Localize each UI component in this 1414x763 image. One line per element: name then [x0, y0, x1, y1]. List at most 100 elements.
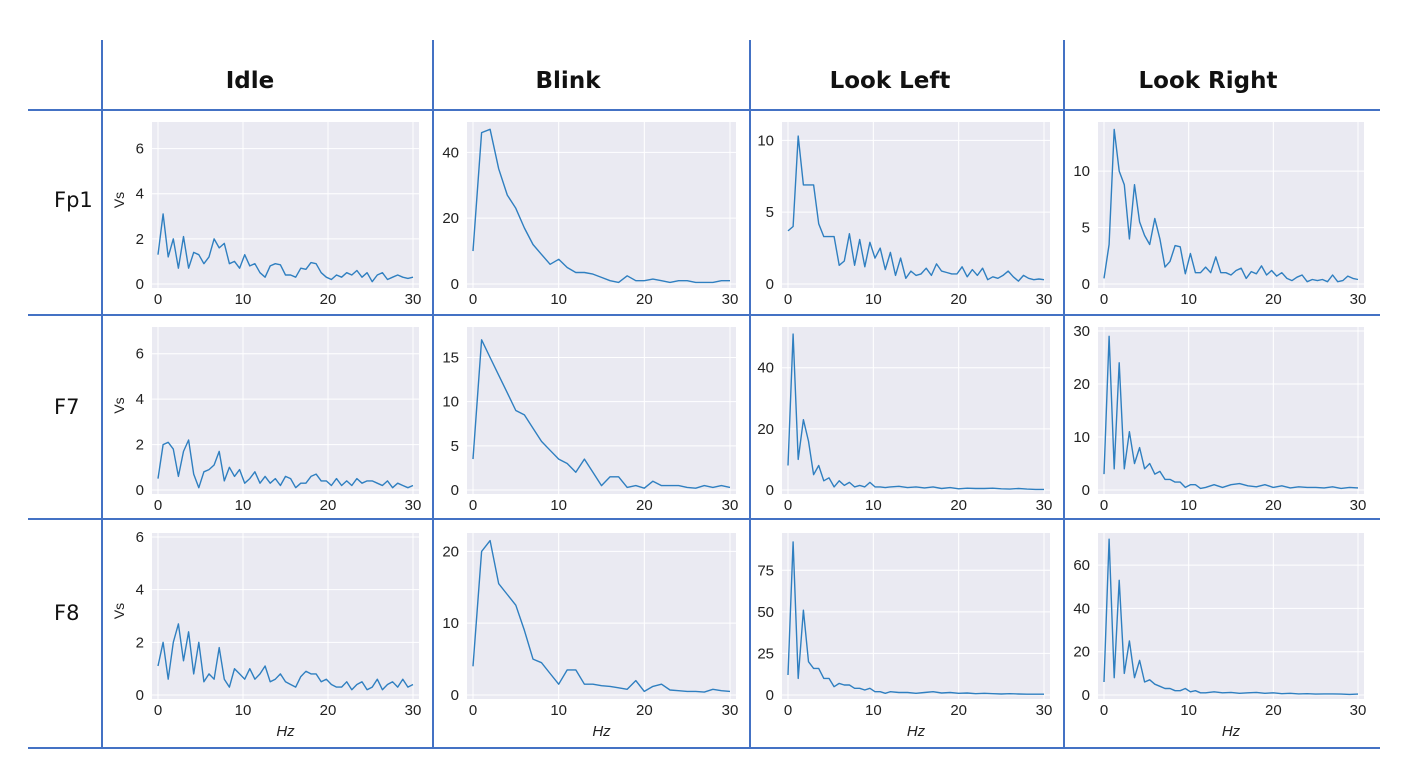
x-tick-label: 20 [950, 291, 967, 308]
series-line-f8-look-left [787, 541, 1044, 695]
x-tick-label: 0 [469, 497, 477, 514]
row-title-f7: F7 [54, 395, 79, 419]
y-tick-label: 0 [136, 276, 144, 293]
x-tick-label: 20 [636, 702, 653, 719]
x-tick-label: 0 [469, 291, 477, 308]
x-tick-label: 30 [405, 497, 422, 514]
chart-panel-f8-look-right: 0 10 20 30 0 20 40 60 Hz [1073, 533, 1366, 740]
y-tick-label: 10 [1073, 163, 1090, 180]
x-tick-label: 30 [1350, 497, 1367, 514]
x-tick-label: 30 [1036, 291, 1053, 308]
chart-panel-f7-blink: 0 10 20 30 0 5 10 15 [442, 327, 738, 514]
x-tick-label: 0 [154, 497, 162, 514]
x-tick-label: 0 [154, 291, 162, 308]
x-tick-label: 10 [550, 702, 567, 719]
x-tick-label: 0 [784, 702, 792, 719]
x-tick-label: 10 [1180, 497, 1197, 514]
y-axis-label: Vs [111, 603, 127, 619]
chart-panel-f8-look-left: 0 10 20 30 0 25 50 75 Hz [757, 533, 1052, 740]
x-tick-label: 10 [550, 291, 567, 308]
series-line-fp1-idle [157, 213, 414, 283]
x-axis-label: Hz [907, 723, 926, 740]
row-title-f8: F8 [54, 601, 79, 625]
y-tick-label: 40 [442, 144, 459, 161]
plot-background [152, 327, 419, 494]
y-tick-label: 40 [1073, 600, 1090, 617]
x-tick-label: 20 [950, 702, 967, 719]
y-tick-label: 2 [136, 231, 144, 248]
y-tick-label: 10 [442, 615, 459, 632]
y-tick-label: 75 [757, 562, 774, 579]
x-tick-label: 20 [1265, 497, 1282, 514]
y-tick-label: 10 [757, 132, 774, 149]
y-tick-label: 0 [766, 482, 774, 499]
x-tick-label: 10 [235, 291, 252, 308]
column-title-idle: Idle [226, 68, 275, 94]
plot-background [152, 533, 419, 699]
y-tick-label: 0 [1082, 687, 1090, 704]
chart-panel-f8-blink: 0 10 20 30 0 10 20 Hz [442, 533, 738, 740]
y-tick-label: 0 [136, 482, 144, 499]
x-tick-label: 30 [1036, 702, 1053, 719]
row-title-fp1: Fp1 [54, 188, 93, 212]
y-tick-label: 25 [757, 645, 774, 662]
x-tick-label: 20 [320, 291, 337, 308]
y-tick-label: 15 [442, 350, 459, 367]
plot-background [467, 122, 736, 288]
y-tick-label: 5 [451, 438, 459, 455]
plot-background [782, 327, 1050, 494]
series-line-fp1-look-right [1103, 128, 1359, 283]
y-tick-label: 20 [1073, 644, 1090, 661]
y-tick-label: 4 [136, 391, 144, 408]
y-tick-label: 0 [451, 482, 459, 499]
y-tick-label: 0 [451, 276, 459, 293]
x-tick-label: 30 [1036, 497, 1053, 514]
x-tick-label: 10 [1180, 702, 1197, 719]
y-tick-label: 0 [1082, 276, 1090, 293]
x-tick-label: 0 [154, 702, 162, 719]
plot-background [782, 122, 1050, 288]
plot-background [782, 533, 1050, 699]
chart-panel-fp1-look-right: 0 10 20 30 0 5 10 [1073, 122, 1366, 308]
plot-background [467, 533, 736, 699]
x-tick-label: 10 [865, 702, 882, 719]
y-tick-label: 5 [766, 204, 774, 221]
x-tick-label: 30 [1350, 702, 1367, 719]
x-tick-label: 20 [1265, 291, 1282, 308]
y-tick-label: 0 [1082, 482, 1090, 499]
y-axis-label: Vs [111, 192, 127, 208]
x-tick-label: 20 [636, 291, 653, 308]
y-tick-label: 5 [1082, 220, 1090, 237]
y-tick-label: 0 [766, 276, 774, 293]
y-tick-label: 0 [766, 687, 774, 704]
chart-panel-f7-idle: 0 10 20 30 0 2 4 6 Vs [111, 327, 421, 514]
series-line-f7-idle [157, 439, 414, 489]
y-tick-label: 20 [757, 421, 774, 438]
x-tick-label: 10 [235, 702, 252, 719]
x-tick-label: 30 [722, 497, 739, 514]
x-tick-label: 0 [1100, 497, 1108, 514]
y-tick-label: 6 [136, 529, 144, 546]
table-dividers [28, 40, 1380, 749]
y-tick-label: 20 [442, 210, 459, 227]
chart-panel-f8-idle: 0 10 20 30 0 2 4 6 Vs Hz [111, 529, 421, 740]
chart-panel-fp1-look-left: 0 10 20 30 0 5 10 [757, 122, 1052, 308]
series-line-fp1-blink [472, 128, 730, 284]
chart-panel-fp1-idle: 0 10 20 30 0 2 4 6 Vs [111, 122, 421, 308]
column-title-blink: Blink [536, 68, 602, 94]
x-tick-label: 0 [1100, 291, 1108, 308]
plot-background [152, 122, 419, 288]
x-tick-label: 20 [320, 497, 337, 514]
y-tick-label: 10 [1073, 429, 1090, 446]
y-tick-label: 20 [1073, 376, 1090, 393]
x-tick-label: 20 [1265, 702, 1282, 719]
plot-background [1098, 122, 1364, 288]
y-tick-label: 20 [442, 543, 459, 560]
y-tick-label: 2 [136, 437, 144, 454]
column-title-look-right: Look Right [1139, 68, 1278, 94]
x-tick-label: 30 [722, 291, 739, 308]
series-line-f7-blink [472, 339, 731, 489]
x-axis-label: Hz [592, 723, 611, 740]
